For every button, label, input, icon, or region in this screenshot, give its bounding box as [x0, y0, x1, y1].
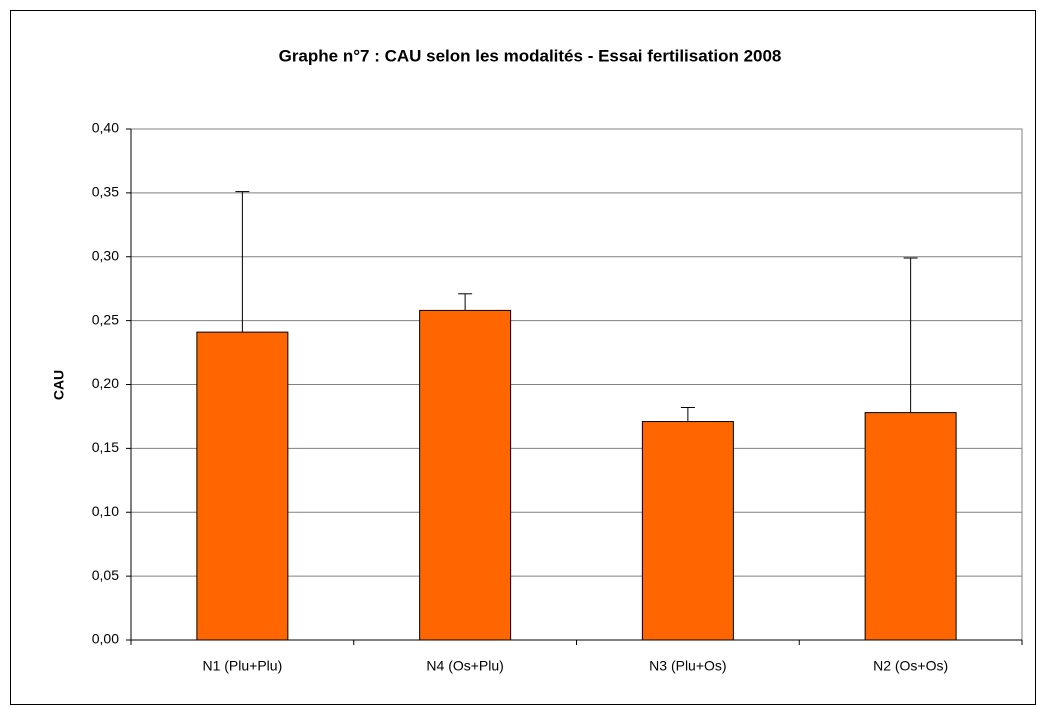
y-tick-label: 0,25	[92, 311, 119, 327]
bar	[196, 331, 289, 641]
y-tick-label: 0,10	[92, 503, 119, 519]
y-tick-label: 0,35	[92, 184, 119, 200]
x-tick-label: N2 (Os+Os)	[873, 658, 948, 674]
y-tick-label: 0,15	[92, 439, 119, 455]
bar	[864, 412, 957, 641]
y-tick-label: 0,05	[92, 567, 119, 583]
chart-title: Graphe n°7 : CAU selon les modalités - E…	[279, 46, 782, 65]
y-tick-label: 0,00	[92, 631, 119, 647]
x-tick-label: N4 (Os+Plu)	[426, 658, 503, 674]
bar	[641, 421, 734, 641]
x-tick-label: N3 (Plu+Os)	[649, 658, 726, 674]
y-tick-label: 0,40	[92, 120, 119, 136]
bar	[419, 309, 512, 641]
y-tick-label: 0,20	[92, 375, 119, 391]
y-axis-label: CAU	[51, 370, 67, 400]
y-tick-label: 0,30	[92, 247, 119, 263]
x-tick-label: N1 (Plu+Plu)	[202, 658, 282, 674]
